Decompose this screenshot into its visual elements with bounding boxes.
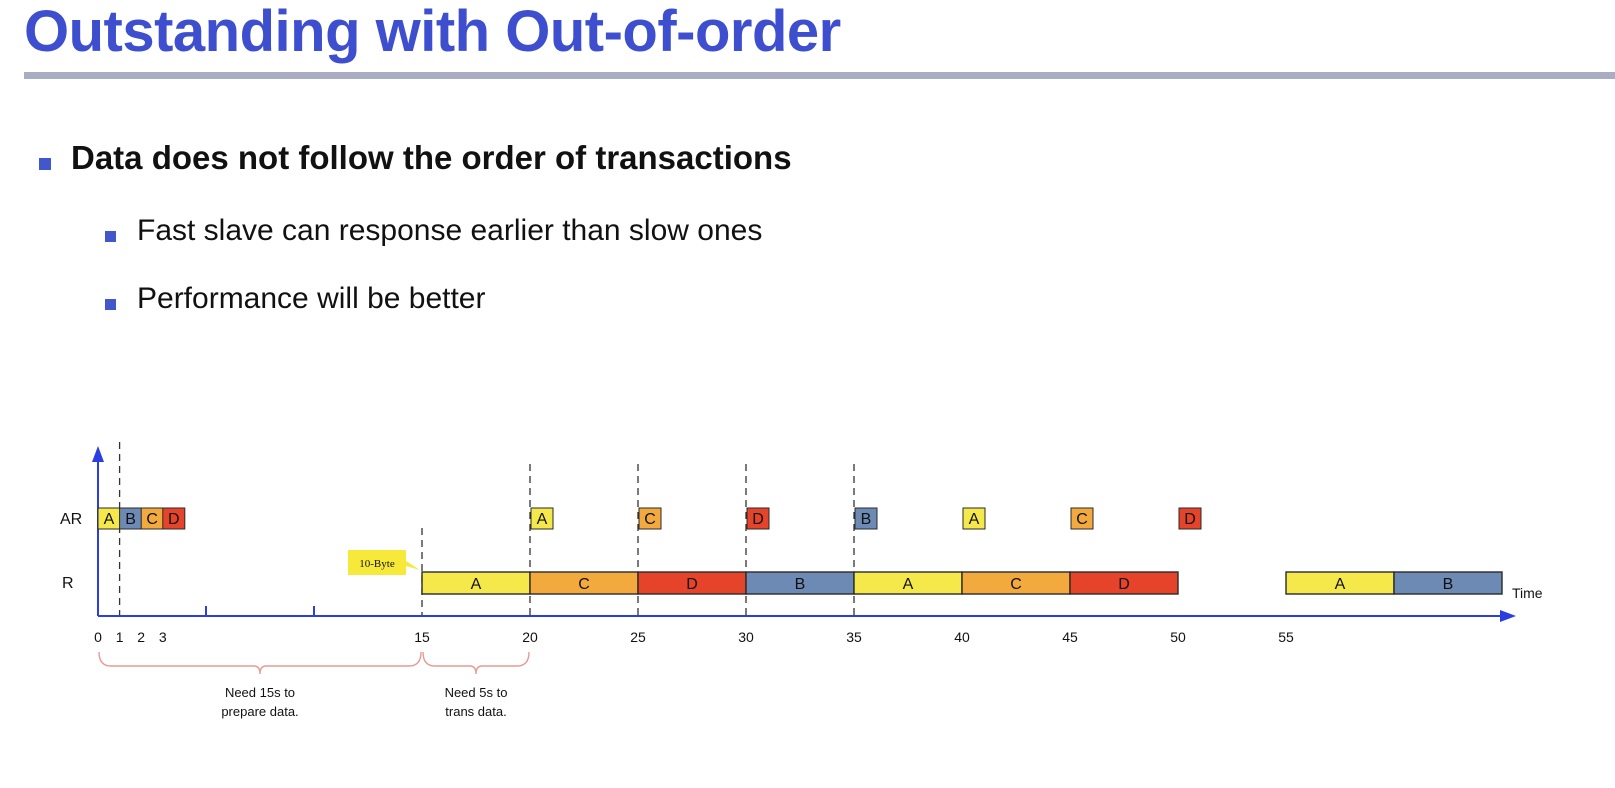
time-axis-label: Time: [1512, 585, 1543, 601]
bullet-marker: [39, 158, 51, 170]
annotation-text: trans data.: [445, 704, 506, 719]
ar-box-label: A: [969, 511, 980, 528]
row-label-ar: AR: [60, 511, 82, 528]
axis-tick-label: 0: [94, 629, 102, 645]
axis-tick-label: 50: [1170, 629, 1186, 645]
span-brace: [98, 651, 422, 675]
axis-tick-label: 20: [522, 629, 538, 645]
sub-bullet-text: Performance will be better: [137, 282, 486, 315]
axis-tick-label: 15: [414, 629, 430, 645]
vertical-axis-arrow-icon: [92, 446, 104, 462]
axis-tick-label: 55: [1278, 629, 1294, 645]
r-segment-label: A: [1335, 576, 1346, 593]
r-segment-label: B: [795, 576, 806, 593]
axis-tick-label: 30: [738, 629, 754, 645]
axis-tick-label: 40: [954, 629, 970, 645]
axis-tick-label: 2: [137, 629, 145, 645]
ar-box: [1178, 507, 1202, 530]
ar-box-label: A: [537, 511, 548, 528]
ar-box: [746, 507, 770, 530]
ar-box-label: C: [1076, 511, 1088, 528]
ar-box: [638, 507, 662, 530]
time-axis-arrow-icon: [1500, 610, 1516, 622]
ar-box-label: A: [104, 511, 115, 528]
axis-tick-label: 25: [630, 629, 646, 645]
main-bullet-text: Data does not follow the order of transa…: [71, 139, 792, 176]
ar-box-label: D: [1184, 511, 1196, 528]
annotation-text: Need 15s to: [225, 685, 295, 700]
r-data-segment: [1393, 571, 1503, 595]
span-brace: [422, 651, 530, 675]
ar-box-label: B: [861, 511, 872, 528]
ar-box-label: C: [644, 511, 656, 528]
axis-tick-label: 1: [116, 629, 124, 645]
ar-box: [962, 507, 986, 530]
r-segment-label: A: [903, 576, 914, 593]
ar-box: [1070, 507, 1094, 530]
ar-box: [854, 507, 878, 530]
r-segment-label: C: [1010, 576, 1022, 593]
ar-box-label: D: [168, 511, 180, 528]
r-segment-label: B: [1443, 576, 1454, 593]
ar-box-label: C: [146, 511, 158, 528]
r-segment-label: D: [686, 576, 698, 593]
r-segment-label: A: [471, 576, 482, 593]
r-segment-label: C: [578, 576, 590, 593]
annotation-text: Need 5s to: [445, 685, 508, 700]
slide-title: Outstanding with Out-of-order: [24, 0, 841, 64]
axis-tick-label: 45: [1062, 629, 1078, 645]
sub-bullet-text: Fast slave can response earlier than slo…: [137, 214, 763, 247]
annotation-text: prepare data.: [221, 704, 298, 719]
axis-tick-label: 3: [159, 629, 167, 645]
sub-bullet-marker: [105, 231, 116, 242]
ar-box-label: D: [752, 511, 764, 528]
callout-label: 10-Byte: [359, 558, 395, 570]
sub-bullet-marker: [105, 299, 116, 310]
r-data-segment: [1069, 571, 1179, 595]
callout-box: [348, 550, 420, 575]
axis-tick-label: 35: [846, 629, 862, 645]
ar-box: [162, 507, 186, 530]
ar-box: [530, 507, 554, 530]
row-label-r: R: [62, 575, 74, 592]
title-underline: [24, 72, 1615, 79]
ar-box-label: B: [125, 511, 136, 528]
r-segment-label: D: [1118, 576, 1130, 593]
